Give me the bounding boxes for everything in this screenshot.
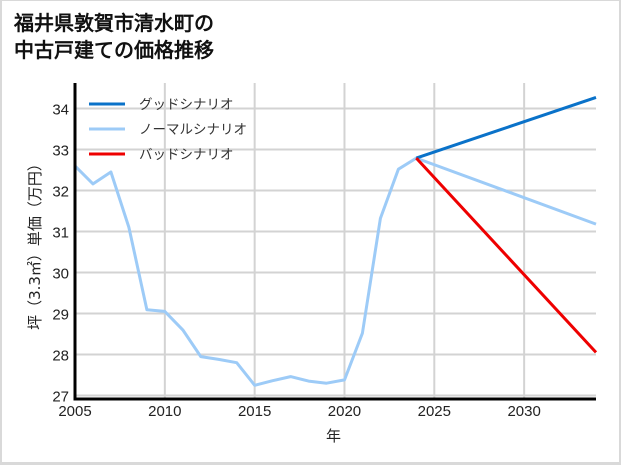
legend-label: グッドシナリオ (139, 97, 234, 113)
data-series (73, 95, 598, 387)
series-line (415, 157, 598, 354)
x-tick-label: 2005 (58, 403, 91, 420)
x-tick-label: 2030 (507, 403, 540, 420)
y-tick-label: 27 (52, 389, 69, 406)
y-tick-label: 29 (52, 307, 69, 324)
axes (73, 83, 596, 401)
legend-label: ノーマルシナリオ (139, 122, 247, 138)
y-tick-label: 28 (52, 348, 69, 365)
x-axis-label: 年 (326, 427, 341, 445)
chart-title: 福井県敦賀市清水町の 中古戸建ての価格推移 (14, 11, 214, 62)
x-tick-label: 2025 (418, 403, 451, 420)
series-line (415, 95, 597, 160)
series-line (73, 156, 597, 387)
x-tick-label: 2015 (238, 403, 271, 420)
y-tick-label: 31 (52, 225, 69, 242)
legend-label: バッドシナリオ (139, 147, 234, 163)
x-tick-label: 2010 (148, 403, 181, 420)
tick-labels: 27 28 29 30 31 32 33 34 2005 2010 2015 2020 2025 2030 (52, 102, 541, 421)
y-tick-label: 30 (52, 266, 69, 283)
y-tick-label: 34 (52, 102, 69, 119)
y-tick-label: 33 (52, 143, 69, 160)
gridlines (75, 83, 596, 399)
y-tick-label: 32 (52, 184, 69, 201)
y-axis-label: 坪（3.3㎡）単価（万円） (26, 156, 44, 330)
x-tick-label: 2020 (328, 403, 361, 420)
